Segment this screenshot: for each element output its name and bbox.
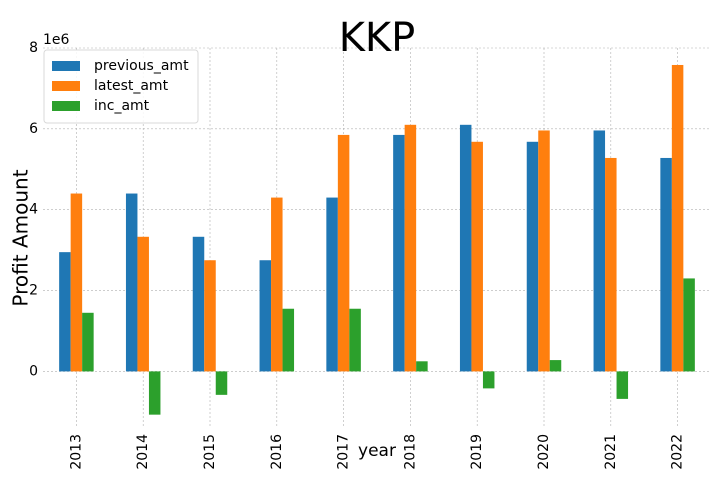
bar-inc_amt-2022 [683,278,695,372]
bar-inc_amt-2017 [349,308,361,372]
y-tick-label: 2 [29,283,38,299]
x-tick-label: 2013 [68,434,84,470]
bar-latest_amt-2013 [70,193,83,372]
bar-inc_amt-2019 [482,371,495,389]
bar-latest_amt-2014 [137,236,149,372]
chart-title: KKP [339,15,416,61]
bar-latest_amt-2022 [671,64,684,372]
bar-inc_amt-2014 [148,371,161,415]
legend-frame [43,49,199,124]
x-tick-labels: 2013 2014 2015 2016 2017 2018 2019 2020 2021 2022 [68,434,685,470]
x-axis-label: year [358,441,396,461]
legend-swatch-latest_amt [52,81,80,91]
bar-previous_amt-2019 [459,124,472,372]
bar-inc_amt-2021 [616,371,629,399]
legend-swatch-previous_amt [52,61,80,71]
y-tick-labels: 0 2 4 6 8 [29,40,38,379]
x-tick-label: 2014 [135,434,151,470]
bar-latest_amt-2015 [204,260,216,372]
x-tick-label: 2015 [202,434,218,470]
x-tick-label: 2019 [469,434,485,470]
bar-previous_amt-2014 [125,193,138,372]
legend-label-previous_amt: previous_amt [94,58,189,74]
bar-previous_amt-2021 [593,130,606,372]
x-tick-label: 2020 [536,434,552,470]
bar-previous_amt-2022 [660,157,672,372]
y-tick-label: 8 [29,40,38,56]
bar-latest_amt-2016 [271,197,283,372]
y-tick-label: 0 [29,363,38,379]
x-tick-label: 2016 [269,434,285,470]
legend-label-latest_amt: latest_amt [94,78,169,94]
y-offset-text: 1e6 [43,32,70,48]
y-tick-label: 6 [29,121,38,137]
bar-inc_amt-2016 [282,308,295,372]
bars [59,64,695,415]
bar-previous_amt-2013 [59,252,71,372]
bar-previous_amt-2017 [326,197,338,372]
legend: previous_amt latest_amt inc_amt [43,49,199,124]
bar-inc_amt-2013 [82,312,94,372]
x-tick-label: 2021 [603,434,619,470]
x-tick-label: 2022 [670,434,686,470]
bar-inc_amt-2018 [416,361,428,372]
y-tick-label: 4 [29,202,38,218]
bar-latest_amt-2020 [538,130,550,372]
bar-latest_amt-2019 [471,141,483,372]
legend-swatch-inc_amt [52,101,80,111]
x-tick-label: 2017 [336,434,352,470]
bar-latest_amt-2021 [605,157,617,372]
bar-latest_amt-2018 [404,124,417,372]
legend-label-inc_amt: inc_amt [94,98,150,114]
y-axis-label: Profit Amount [9,169,33,306]
x-tick-label: 2018 [402,434,418,470]
bar-latest_amt-2017 [337,134,350,372]
bar-inc_amt-2015 [215,371,228,395]
bar-previous_amt-2018 [393,134,405,372]
bar-previous_amt-2016 [259,260,272,372]
bar-inc_amt-2020 [549,360,562,372]
bar-previous_amt-2020 [526,141,539,372]
bar-previous_amt-2015 [192,236,205,372]
